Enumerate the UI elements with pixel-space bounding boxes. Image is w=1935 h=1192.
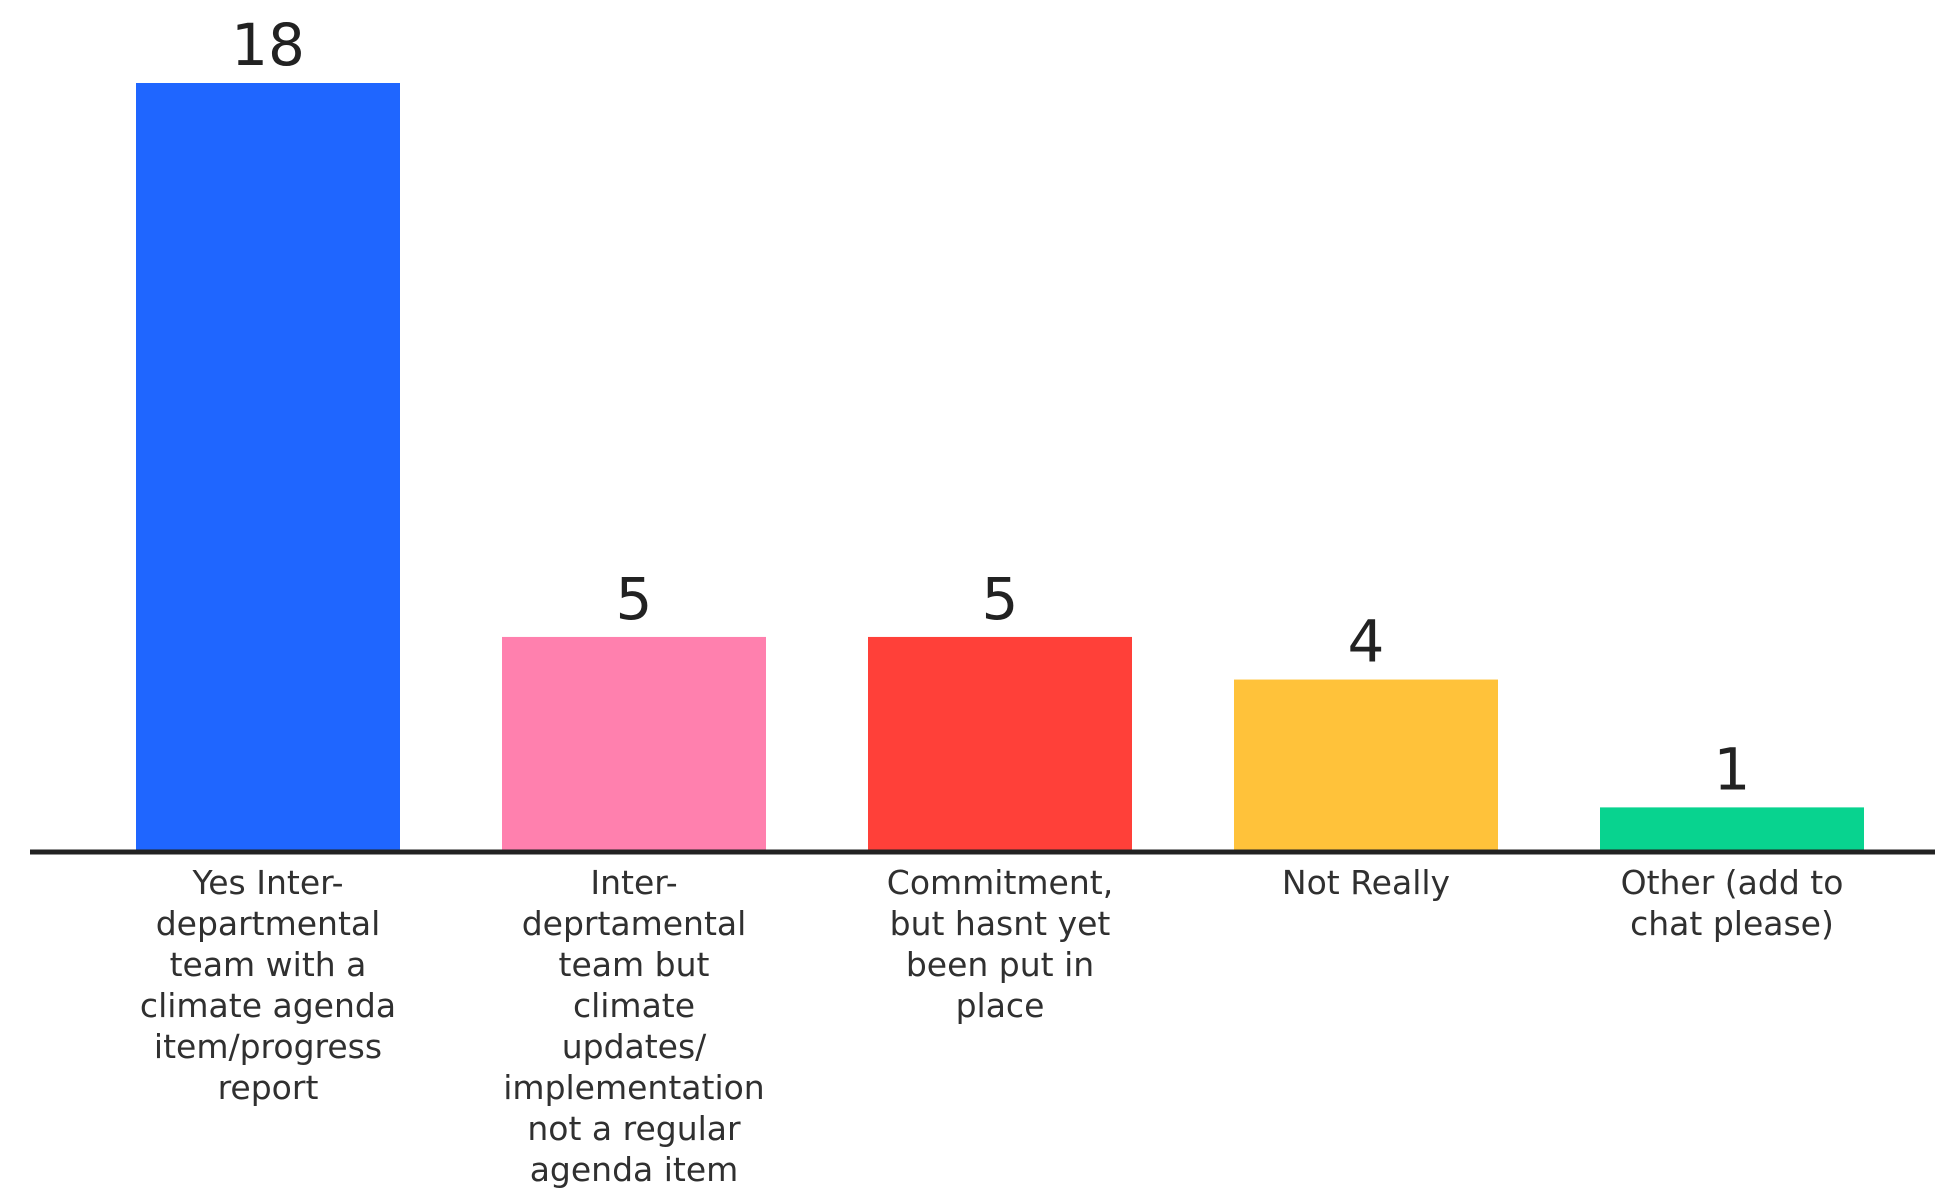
category-label-line: team but bbox=[559, 945, 710, 984]
bars-layer bbox=[136, 83, 1864, 850]
bar-2 bbox=[502, 636, 766, 850]
value-label-1: 18 bbox=[231, 11, 305, 79]
category-label-line: Inter- bbox=[590, 863, 677, 902]
category-label-4: Not Really bbox=[1282, 863, 1450, 902]
category-label-line: climate bbox=[573, 986, 695, 1025]
bar-5 bbox=[1600, 807, 1864, 850]
category-label-line: Other (add to bbox=[1621, 863, 1844, 902]
category-label-line: place bbox=[956, 986, 1045, 1025]
category-label-line: report bbox=[218, 1068, 319, 1107]
category-label-line: but hasnt yet bbox=[890, 904, 1111, 943]
bar-3 bbox=[868, 636, 1132, 850]
category-label-5: Other (add to chat please) bbox=[1621, 863, 1844, 943]
value-labels-layer: 18 5 5 4 1 bbox=[231, 11, 1750, 803]
category-label-1: Yes Inter-departmental team with a climate… bbox=[140, 863, 396, 1107]
category-label-line: Commitment, bbox=[887, 863, 1113, 902]
category-label-line: been put in bbox=[906, 945, 1094, 984]
category-label-line: Yes Inter- bbox=[191, 863, 343, 902]
category-label-line: departmental bbox=[156, 904, 381, 943]
value-label-3: 5 bbox=[982, 565, 1019, 633]
category-labels-layer: Yes Inter-departmental team with a climate… bbox=[140, 863, 1843, 1189]
category-label-3: Commitment, but hasnt yet been put in place bbox=[887, 863, 1113, 1025]
category-label-line: updates/ bbox=[562, 1027, 707, 1066]
category-label-line: item/progress bbox=[154, 1027, 382, 1066]
category-label-line: team with a bbox=[170, 945, 367, 984]
bar-1 bbox=[136, 83, 400, 850]
category-label-2: Inter-deprtamental team but climate updates… bbox=[503, 863, 764, 1189]
bar-4 bbox=[1234, 679, 1498, 850]
category-label-line: not a regular bbox=[527, 1109, 741, 1148]
value-label-4: 4 bbox=[1348, 608, 1385, 676]
value-label-2: 5 bbox=[616, 565, 653, 633]
category-label-line: implementation bbox=[503, 1068, 764, 1107]
category-label-line: agenda item bbox=[530, 1150, 739, 1189]
category-label-line: chat please) bbox=[1630, 904, 1834, 943]
category-label-line: deprtamental bbox=[522, 904, 747, 943]
category-label-line: Not Really bbox=[1282, 863, 1450, 902]
category-label-line: climate agenda bbox=[140, 986, 396, 1025]
value-label-5: 1 bbox=[1714, 735, 1751, 803]
